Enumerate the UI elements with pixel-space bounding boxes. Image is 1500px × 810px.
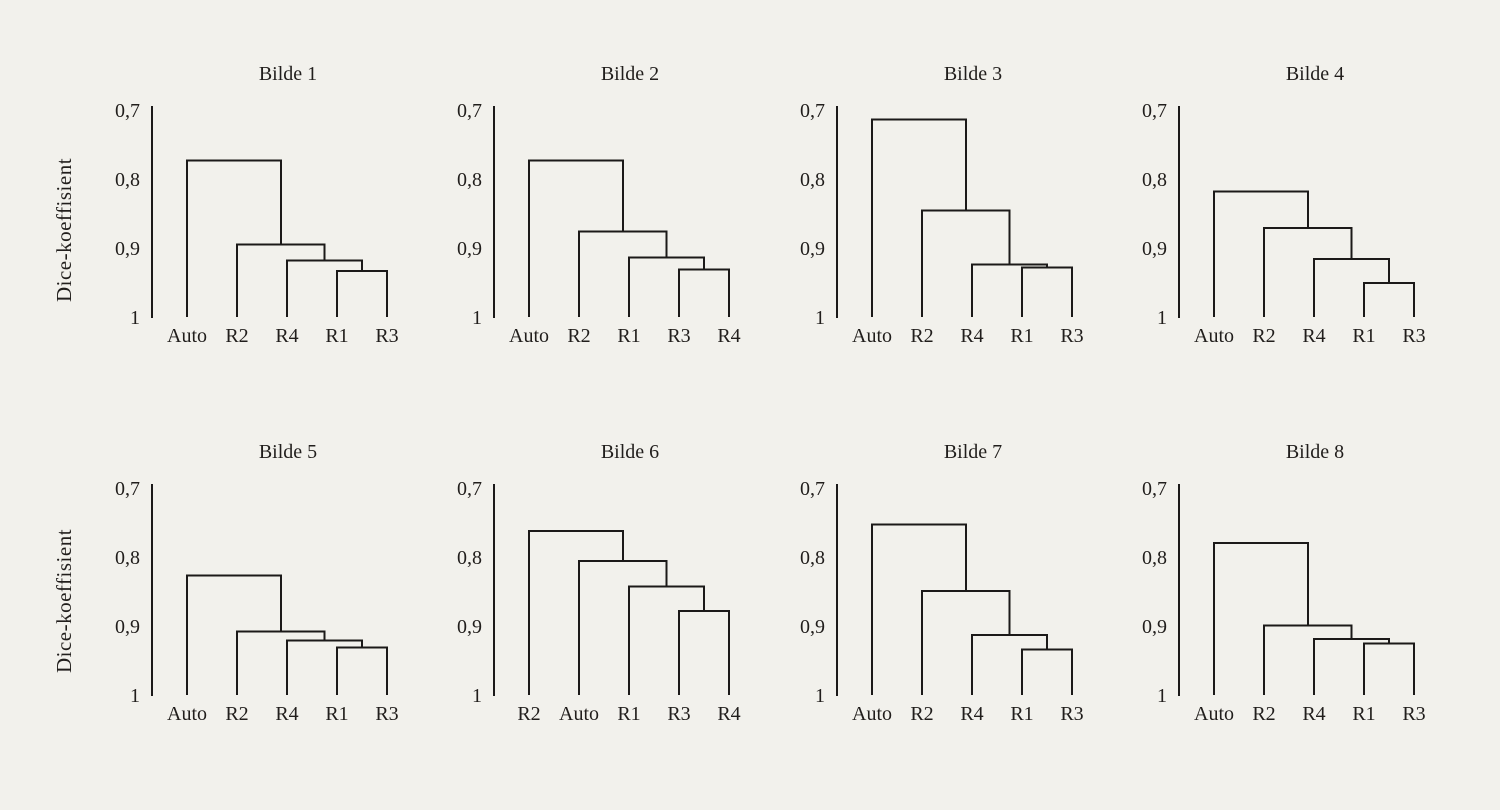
y-tick-label: 1 xyxy=(472,685,482,707)
leaf-label: Auto xyxy=(559,703,599,725)
y-tick-label: 0,7 xyxy=(457,478,482,500)
leaf-label: R4 xyxy=(1302,325,1325,347)
y-tick-label: 0,7 xyxy=(1142,478,1167,500)
panel-title: Bilde 7 xyxy=(944,441,1002,463)
y-tick-label: 0,8 xyxy=(115,169,140,191)
leaf-label: R4 xyxy=(960,703,983,725)
leaf-label: R2 xyxy=(567,325,590,347)
leaf-label: R2 xyxy=(1252,703,1275,725)
leaf-label: R2 xyxy=(1252,325,1275,347)
dendrogram-plot: Bilde 5 0,7 0,8 0,9 1 Auto R2 R4 R1 R3 xyxy=(115,441,399,725)
y-tick-label: 1 xyxy=(472,307,482,329)
leaf-label: R1 xyxy=(325,703,348,725)
leaf-label: R3 xyxy=(375,703,398,725)
leaf-label: R1 xyxy=(1352,703,1375,725)
y-tick-label: 0,7 xyxy=(800,478,825,500)
leaf-label: Auto xyxy=(167,703,207,725)
leaf-label: R2 xyxy=(910,325,933,347)
panel-title: Bilde 5 xyxy=(259,441,317,463)
y-tick-label: 0,7 xyxy=(1142,100,1167,122)
leaf-label: R1 xyxy=(617,703,640,725)
leaf-label: R4 xyxy=(717,325,740,347)
dendrogram-panel-bilde-2: Bilde 2 0,7 0,8 0,9 1 Auto R2 R1 R3 R4 xyxy=(404,50,744,360)
panel-title: Bilde 3 xyxy=(944,63,1002,85)
dendrogram-plot: Bilde 6 0,7 0,8 0,9 1 R2 Auto R1 R3 R4 xyxy=(457,441,741,725)
panel-title: Bilde 8 xyxy=(1286,441,1344,463)
leaf-label: R4 xyxy=(275,703,298,725)
y-tick-label: 0,9 xyxy=(115,616,140,638)
dendrogram-plot: Bilde 3 0,7 0,8 0,9 1 Auto R2 R4 R1 R3 xyxy=(800,63,1084,347)
y-tick-label: 1 xyxy=(1157,307,1167,329)
leaf-label: R1 xyxy=(1352,325,1375,347)
panel-title: Bilde 6 xyxy=(601,441,659,463)
leaf-label: R2 xyxy=(517,703,540,725)
leaf-label: R1 xyxy=(617,325,640,347)
panel-title: Bilde 2 xyxy=(601,63,659,85)
leaf-label: R4 xyxy=(275,325,298,347)
y-tick-label: 1 xyxy=(815,307,825,329)
leaf-label: R4 xyxy=(960,325,983,347)
y-tick-label: 1 xyxy=(130,307,140,329)
y-tick-label: 0,8 xyxy=(1142,169,1167,191)
leaf-label: Auto xyxy=(1194,703,1234,725)
dendrogram-panel-bilde-3: Bilde 3 0,7 0,8 0,9 1 Auto R2 R4 R1 R3 xyxy=(747,50,1087,360)
leaf-label: R3 xyxy=(1060,703,1083,725)
panel-title: Bilde 1 xyxy=(259,63,317,85)
panel-title: Bilde 4 xyxy=(1286,63,1344,85)
y-tick-label: 0,8 xyxy=(457,169,482,191)
leaf-label: R3 xyxy=(667,703,690,725)
y-tick-label: 1 xyxy=(815,685,825,707)
dendrogram-plot: Bilde 1 0,7 0,8 0,9 1 Auto R2 R4 R1 R3 xyxy=(115,63,399,347)
leaf-label: R2 xyxy=(225,325,248,347)
y-tick-label: 0,9 xyxy=(457,238,482,260)
y-tick-label: 0,9 xyxy=(800,238,825,260)
leaf-label: R3 xyxy=(1402,325,1425,347)
y-tick-label: 0,7 xyxy=(800,100,825,122)
y-tick-label: 0,7 xyxy=(115,100,140,122)
leaf-label: R1 xyxy=(1010,703,1033,725)
dendrogram-plot: Bilde 8 0,7 0,8 0,9 1 Auto R2 R4 R1 R3 xyxy=(1142,441,1426,725)
dendrogram-plot: Bilde 2 0,7 0,8 0,9 1 Auto R2 R1 R3 R4 xyxy=(457,63,741,347)
y-tick-label: 0,8 xyxy=(800,547,825,569)
y-tick-label: 0,9 xyxy=(1142,238,1167,260)
y-tick-label: 0,9 xyxy=(800,616,825,638)
dendrogram-panel-bilde-8: Bilde 8 0,7 0,8 0,9 1 Auto R2 R4 R1 R3 xyxy=(1089,428,1429,738)
dendrogram-panel-bilde-1: Bilde 1 0,7 0,8 0,9 1 Auto R2 R4 R1 R3 xyxy=(62,50,402,360)
leaf-label: R2 xyxy=(910,703,933,725)
dendrogram-plot: Bilde 7 0,7 0,8 0,9 1 Auto R2 R4 R1 R3 xyxy=(800,441,1084,725)
y-tick-label: 0,8 xyxy=(1142,547,1167,569)
leaf-label: R1 xyxy=(1010,325,1033,347)
leaf-label: Auto xyxy=(167,325,207,347)
leaf-label: R3 xyxy=(375,325,398,347)
leaf-label: Auto xyxy=(509,325,549,347)
leaf-label: Auto xyxy=(1194,325,1234,347)
leaf-label: R4 xyxy=(717,703,740,725)
dendrogram-panel-bilde-5: Bilde 5 0,7 0,8 0,9 1 Auto R2 R4 R1 R3 xyxy=(62,428,402,738)
dendrogram-panel-bilde-4: Bilde 4 0,7 0,8 0,9 1 Auto R2 R4 R1 R3 xyxy=(1089,50,1429,360)
y-tick-label: 0,8 xyxy=(115,547,140,569)
leaf-label: Auto xyxy=(852,703,892,725)
y-tick-label: 0,7 xyxy=(457,100,482,122)
y-tick-label: 1 xyxy=(130,685,140,707)
leaf-label: R3 xyxy=(667,325,690,347)
leaf-label: Auto xyxy=(852,325,892,347)
leaf-label: R1 xyxy=(325,325,348,347)
dendrogram-panel-bilde-6: Bilde 6 0,7 0,8 0,9 1 R2 Auto R1 R3 R4 xyxy=(404,428,744,738)
y-tick-label: 0,9 xyxy=(115,238,140,260)
leaf-label: R3 xyxy=(1060,325,1083,347)
y-tick-label: 1 xyxy=(1157,685,1167,707)
dendrogram-panel-bilde-7: Bilde 7 0,7 0,8 0,9 1 Auto R2 R4 R1 R3 xyxy=(747,428,1087,738)
y-tick-label: 0,9 xyxy=(457,616,482,638)
leaf-label: R4 xyxy=(1302,703,1325,725)
y-tick-label: 0,9 xyxy=(1142,616,1167,638)
y-tick-label: 0,8 xyxy=(800,169,825,191)
dendrogram-plot: Bilde 4 0,7 0,8 0,9 1 Auto R2 R4 R1 R3 xyxy=(1142,63,1426,347)
y-tick-label: 0,7 xyxy=(115,478,140,500)
leaf-label: R2 xyxy=(225,703,248,725)
y-tick-label: 0,8 xyxy=(457,547,482,569)
leaf-label: R3 xyxy=(1402,703,1425,725)
